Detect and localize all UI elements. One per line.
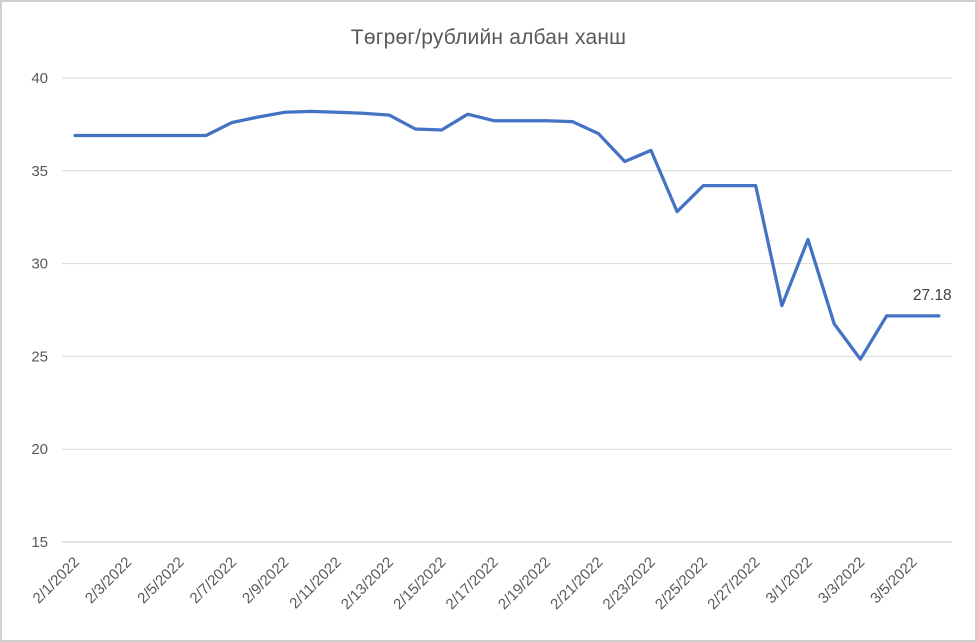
- x-axis-tick-label: 2/5/2022: [134, 554, 187, 607]
- y-axis-tick-label: 40: [31, 70, 48, 87]
- y-axis-tick-label: 25: [31, 348, 48, 365]
- last-point-data-label: 27.18: [913, 287, 952, 304]
- x-axis-tick-label: 2/21/2022: [547, 554, 606, 613]
- y-axis-tick-label: 20: [31, 441, 48, 458]
- x-axis-tick-label: 2/17/2022: [443, 554, 502, 613]
- x-axis-tick-label: 3/1/2022: [763, 554, 816, 607]
- y-axis-tick-label: 35: [31, 163, 48, 180]
- x-axis-tick-label: 3/3/2022: [815, 554, 868, 607]
- x-axis-tick-label: 3/5/2022: [867, 554, 920, 607]
- x-axis-tick-label: 2/9/2022: [239, 554, 292, 607]
- x-axis-tick-label: 2/3/2022: [82, 554, 135, 607]
- x-axis-tick-label: 2/23/2022: [600, 554, 659, 613]
- x-axis-tick-label: 2/25/2022: [652, 554, 711, 613]
- x-axis-tick-label: 2/15/2022: [390, 554, 449, 613]
- y-axis-tick-label: 15: [31, 534, 48, 551]
- chart-title: Төгрөг/рублийн албан ханш: [350, 26, 627, 49]
- x-axis-tick-label: 2/11/2022: [286, 554, 344, 612]
- x-axis-tick-label: 2/27/2022: [704, 554, 763, 613]
- y-axis-tick-label: 30: [31, 256, 48, 273]
- x-axis-tick-label: 2/13/2022: [338, 554, 397, 613]
- x-axis-tick-label: 2/7/2022: [187, 554, 240, 607]
- series-line: [73, 109, 941, 361]
- x-axis-tick-label: 2/1/2022: [30, 554, 83, 607]
- x-axis-tick-label: 2/19/2022: [495, 554, 554, 613]
